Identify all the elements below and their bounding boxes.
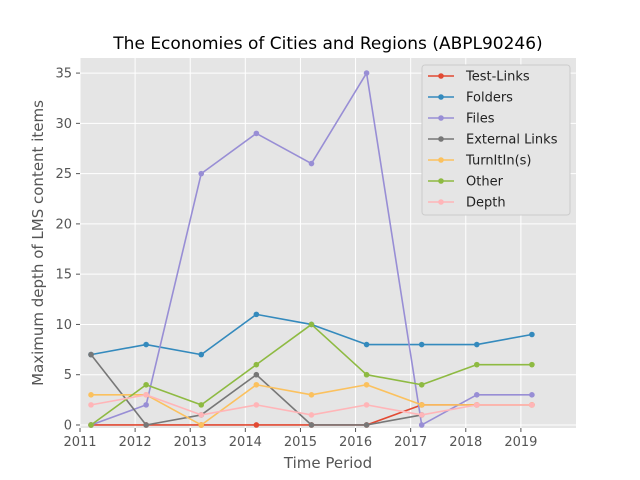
data-point xyxy=(198,402,205,408)
legend-item: Other xyxy=(428,175,504,190)
legend-label: Files xyxy=(466,112,495,127)
legend-item: Folders xyxy=(428,91,513,106)
x-tick-label: 2019 xyxy=(504,435,537,450)
data-point xyxy=(88,392,94,398)
data-point xyxy=(308,422,315,428)
x-axis-label: Time Period xyxy=(283,454,372,472)
tick-labels: 2011 2012 2013 2014 2015 2016 2017 2018 20190510… xyxy=(55,67,537,450)
data-point xyxy=(418,412,425,418)
data-point xyxy=(418,381,425,388)
data-point xyxy=(253,130,260,137)
x-tick-label: 2011 xyxy=(63,435,96,450)
data-point xyxy=(529,392,535,398)
data-point xyxy=(198,412,205,418)
data-point xyxy=(363,341,370,348)
y-tick-label: 15 xyxy=(55,268,72,283)
data-point xyxy=(529,331,535,338)
data-point xyxy=(474,341,480,348)
data-point xyxy=(474,402,480,408)
y-tick-label: 30 xyxy=(55,117,72,132)
legend-label: Other xyxy=(466,175,504,190)
data-point xyxy=(88,351,94,358)
x-tick-label: 2018 xyxy=(449,435,482,450)
legend-label: Test-Links xyxy=(465,70,530,85)
y-tick-label: 5 xyxy=(64,368,72,383)
data-point xyxy=(363,422,370,428)
legend-label: Folders xyxy=(466,91,513,106)
data-point xyxy=(418,402,425,408)
data-point xyxy=(529,402,535,408)
legend-swatch-marker xyxy=(438,136,444,142)
data-point xyxy=(363,402,370,408)
legend-box xyxy=(421,64,571,216)
data-point xyxy=(143,402,149,408)
data-point xyxy=(88,422,94,428)
data-point xyxy=(253,361,260,368)
legend-swatch-marker xyxy=(438,199,444,205)
y-tick-label: 10 xyxy=(55,318,72,333)
x-tick-label: 2013 xyxy=(174,435,207,450)
x-tick-label: 2014 xyxy=(229,435,262,450)
legend-label: TurnItIn(s) xyxy=(465,154,531,169)
data-point xyxy=(253,422,260,428)
data-point xyxy=(143,381,149,388)
legend-swatch-marker xyxy=(438,115,444,121)
data-point xyxy=(363,371,370,378)
series-other xyxy=(88,321,535,428)
x-tick-label: 2012 xyxy=(119,435,152,450)
x-tick-label: 2015 xyxy=(284,435,317,450)
legend: Test-Links Folders Files External Links Turn… xyxy=(421,64,571,216)
legend-swatch-marker xyxy=(438,178,444,184)
y-tick-label: 20 xyxy=(55,217,72,232)
y-tick-label: 35 xyxy=(55,67,72,82)
legend-item: Files xyxy=(428,112,495,127)
data-point xyxy=(253,402,260,408)
data-point xyxy=(88,402,94,408)
series-layer xyxy=(88,70,535,428)
data-point xyxy=(143,392,149,398)
y-tick-label: 25 xyxy=(55,167,72,182)
legend-label: External Links xyxy=(466,133,558,148)
data-point xyxy=(198,170,205,177)
data-point xyxy=(143,341,149,348)
legend-swatch-marker xyxy=(438,73,444,79)
y-axis-label: Maximum depth of LMS content items xyxy=(29,100,47,386)
data-point xyxy=(308,160,315,167)
data-point xyxy=(308,392,315,398)
x-tick-label: 2016 xyxy=(339,435,372,450)
data-point xyxy=(308,321,315,328)
data-point xyxy=(253,381,260,388)
data-point xyxy=(253,371,260,378)
data-point xyxy=(308,412,315,418)
legend-swatch-marker xyxy=(438,94,444,100)
data-point xyxy=(529,361,535,368)
data-point xyxy=(143,422,149,428)
legend-swatch-marker xyxy=(438,157,444,163)
data-point xyxy=(418,341,425,348)
series-depth xyxy=(88,392,535,418)
y-tick-label: 0 xyxy=(64,418,72,433)
data-point xyxy=(253,311,260,318)
data-point xyxy=(198,422,205,428)
chart-title: The Economies of Cities and Regions (ABP… xyxy=(112,34,542,54)
data-point xyxy=(474,392,480,398)
data-point xyxy=(363,70,370,76)
data-point xyxy=(474,361,480,368)
data-point xyxy=(198,351,205,358)
data-point xyxy=(418,422,425,428)
data-point xyxy=(363,381,370,388)
legend-label: Depth xyxy=(466,196,506,211)
legend-item: TurnItIn(s) xyxy=(428,154,531,169)
legend-item: Test-Links xyxy=(428,70,530,85)
x-tick-label: 2017 xyxy=(394,435,427,450)
legend-item: External Links xyxy=(428,133,558,148)
legend-item: Depth xyxy=(428,196,506,211)
